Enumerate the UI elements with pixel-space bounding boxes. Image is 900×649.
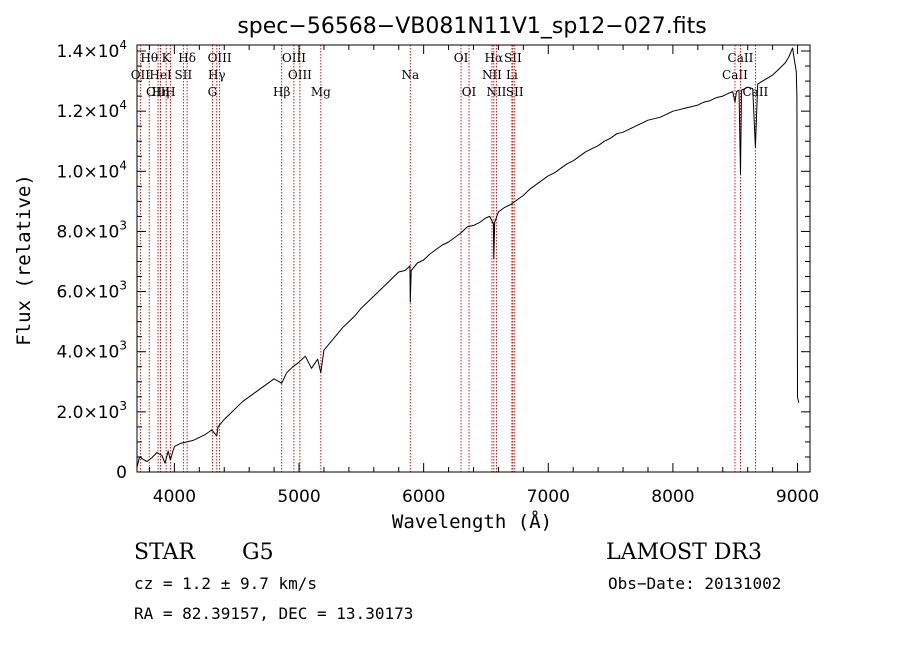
line-label-10: Hγ	[208, 68, 226, 82]
x-tick-label-0: 4000	[153, 487, 196, 507]
y-tick-mantissa-5: 1.0×10	[56, 162, 119, 182]
y-axis: 02.0×1034.0×1036.0×1038.0×1031.0×1041.2×…	[56, 38, 810, 483]
line-label-9: OIII	[208, 51, 232, 65]
chart-title: spec−56568−VB081N11V1_sp12−027.fits	[237, 14, 706, 39]
spectrum-layer	[136, 47, 800, 468]
object-subclass: G5	[242, 540, 274, 565]
line-label-27: CaII	[742, 85, 768, 99]
y-tick-exponent-5: 4	[119, 158, 127, 172]
line-label-22: SII	[504, 51, 522, 65]
line-label-3: Hη	[152, 85, 170, 99]
y-tick-exponent-3: 3	[119, 279, 127, 293]
x-tick-label-3: 7000	[527, 487, 570, 507]
y-axis-label: Flux (relative)	[13, 174, 35, 346]
y-tick-mantissa-4: 8.0×10	[56, 222, 119, 242]
line-label-25: CaII	[722, 68, 748, 82]
sky-coordinates: RA = 82.39157, DEC = 13.30173	[134, 604, 414, 623]
line-label-14: Hβ	[273, 85, 290, 99]
line-label-5: K	[162, 51, 172, 65]
y-tick-exponent-4: 3	[119, 218, 127, 232]
y-tick-label-5: 1.0×104	[56, 158, 127, 182]
line-label-15: Mg	[311, 85, 331, 99]
y-tick-mantissa-2: 4.0×10	[56, 343, 119, 363]
line-label-6: H	[165, 85, 175, 99]
y-tick-label-6: 1.2×104	[56, 98, 127, 122]
object-class: STAR	[134, 540, 195, 565]
line-label-0: Hθ	[140, 51, 158, 65]
spectrum-line	[136, 47, 800, 468]
line-label-23: Li	[506, 68, 518, 82]
x-tick-label-5: 9000	[776, 487, 819, 507]
line-label-26: CaII	[728, 51, 754, 65]
y-tick-mantissa-0: 0	[116, 463, 127, 483]
x-tick-label-1: 5000	[277, 487, 320, 507]
line-label-1: OII	[131, 68, 151, 82]
line-label-8: Hδ	[178, 51, 196, 65]
y-tick-label-7: 1.4×104	[56, 38, 127, 62]
line-label-19: Hα	[485, 51, 504, 65]
line-label-12: OIII	[282, 51, 306, 65]
y-tick-exponent-2: 3	[119, 339, 127, 353]
y-tick-mantissa-7: 1.4×10	[56, 42, 119, 62]
y-tick-exponent-6: 4	[119, 98, 127, 112]
observation-date: Obs−Date: 20131002	[608, 574, 782, 593]
x-tick-label-4: 8000	[651, 487, 694, 507]
x-axis: 4000 5000 6000 7000 8000 9000	[148, 45, 819, 507]
line-label-7: SII	[175, 68, 193, 82]
line-label-2: OIII	[146, 85, 170, 99]
y-tick-mantissa-1: 2.0×10	[56, 403, 119, 423]
y-tick-label-4: 8.0×103	[56, 218, 127, 242]
line-label-18: OI	[462, 85, 477, 99]
line-label-21: NII	[486, 85, 506, 99]
line-label-11: G	[208, 85, 218, 99]
y-tick-mantissa-6: 1.2×10	[56, 102, 119, 122]
x-tick-label-2: 6000	[402, 487, 445, 507]
line-label-24: SII	[506, 85, 524, 99]
line-label-16: Na	[401, 68, 419, 82]
y-tick-label-3: 6.0×103	[56, 279, 127, 303]
y-tick-label-0: 0	[116, 463, 127, 483]
y-tick-exponent-1: 3	[119, 399, 127, 413]
y-tick-mantissa-3: 6.0×10	[56, 283, 119, 303]
line-label-4: HeI	[149, 68, 172, 82]
y-tick-label-2: 4.0×103	[56, 339, 127, 363]
line-label-17: OI	[454, 51, 469, 65]
survey-name: LAMOST DR3	[606, 540, 762, 565]
x-axis-label: Wavelength (Å)	[392, 510, 552, 533]
y-tick-exponent-7: 4	[119, 38, 127, 52]
line-label-13: OIII	[288, 68, 312, 82]
plot-frame	[136, 44, 811, 473]
redshift-cz: cz = 1.2 ± 9.7 km/s	[134, 574, 318, 593]
line-label-20: NII	[482, 68, 502, 82]
y-tick-label-1: 2.0×103	[56, 399, 127, 423]
